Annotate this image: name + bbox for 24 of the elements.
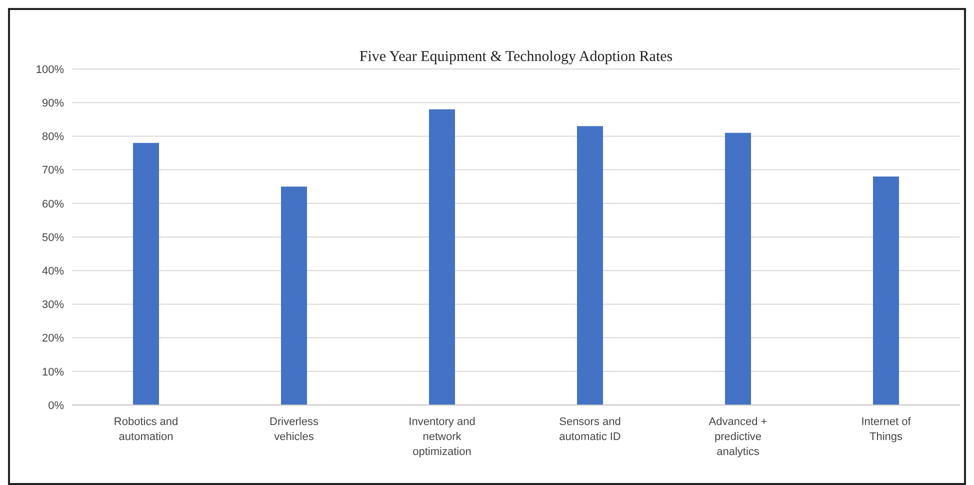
x-tick-label: Driverless vehicles [270, 416, 319, 443]
y-tick-label: 70% [42, 164, 64, 177]
y-tick-label: 30% [42, 299, 64, 312]
chart-title: Five Year Equipment & Technology Adoption Rates [359, 49, 673, 65]
y-tick-label: 90% [42, 97, 64, 110]
x-tick-label: Advanced + predictive analytics [708, 416, 768, 458]
y-tick-label: 50% [42, 232, 64, 244]
x-tick-label: Inventory and network optimization [408, 416, 476, 458]
bar [725, 132, 751, 405]
y-tick-label: 80% [42, 131, 64, 144]
y-tick-label: 20% [42, 332, 64, 345]
bar [429, 109, 455, 405]
y-tick-label: 60% [42, 198, 64, 210]
x-tick-label: Internet of Things [861, 416, 912, 443]
bar [873, 176, 899, 405]
bar [281, 186, 307, 405]
x-tick-label: Sensors and automatic ID [559, 416, 621, 443]
bar [577, 126, 603, 405]
y-tick-label: 100% [36, 64, 64, 76]
y-tick-label: 0% [48, 400, 64, 412]
bar [133, 142, 159, 405]
x-tick-label: Robotics and automation [114, 416, 178, 443]
y-tick-label: 10% [42, 366, 64, 378]
y-tick-label: 40% [42, 265, 64, 278]
